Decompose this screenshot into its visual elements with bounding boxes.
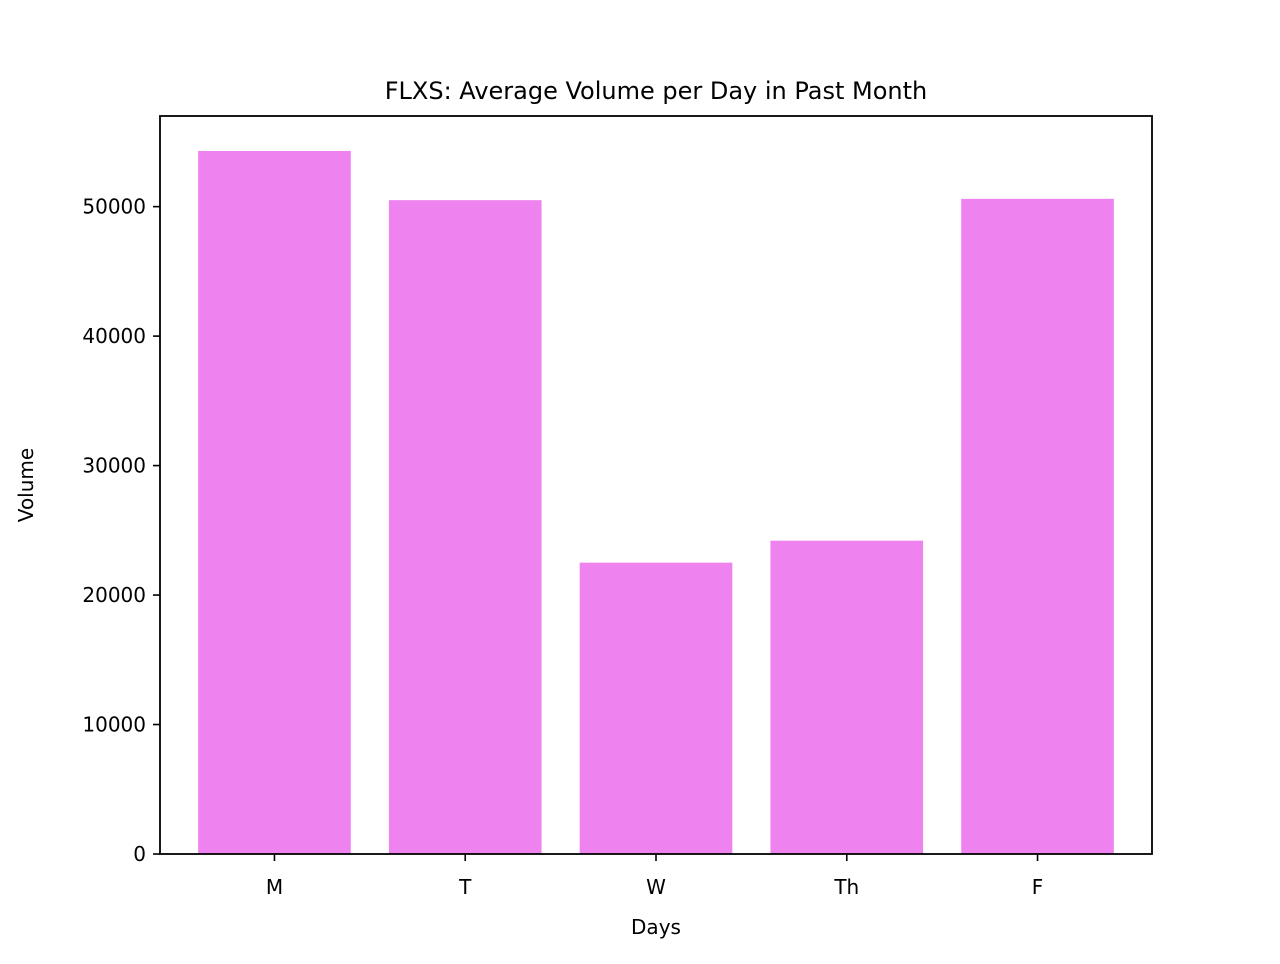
y-tick-label: 0 <box>133 842 146 866</box>
y-tick-label: 20000 <box>82 583 146 607</box>
y-axis: 0 10000 20000 30000 40000 50000 <box>82 195 160 866</box>
bar-th <box>770 540 924 854</box>
bar-w <box>579 562 733 854</box>
x-axis-label: Days <box>631 915 681 939</box>
plot-frame <box>159 115 1153 855</box>
x-axis: M T W Th F <box>266 854 1043 899</box>
bar-t <box>388 200 542 854</box>
y-axis-label: Volume <box>14 448 38 522</box>
bar-m <box>198 150 351 855</box>
y-tick-label: 40000 <box>82 324 146 348</box>
x-tick-label: F <box>1032 875 1044 899</box>
x-tick-label: Th <box>833 875 859 899</box>
chart-title: FLXS: Average Volume per Day in Past Mon… <box>385 77 928 105</box>
y-tick-label: 50000 <box>82 195 146 219</box>
bar-f <box>961 198 1114 854</box>
x-tick-label: W <box>646 875 666 899</box>
bars-layer <box>198 150 1114 855</box>
y-tick-label: 10000 <box>82 713 146 737</box>
x-tick-label: T <box>458 875 472 899</box>
y-tick-label: 30000 <box>82 454 146 478</box>
x-tick-label: M <box>266 875 283 899</box>
